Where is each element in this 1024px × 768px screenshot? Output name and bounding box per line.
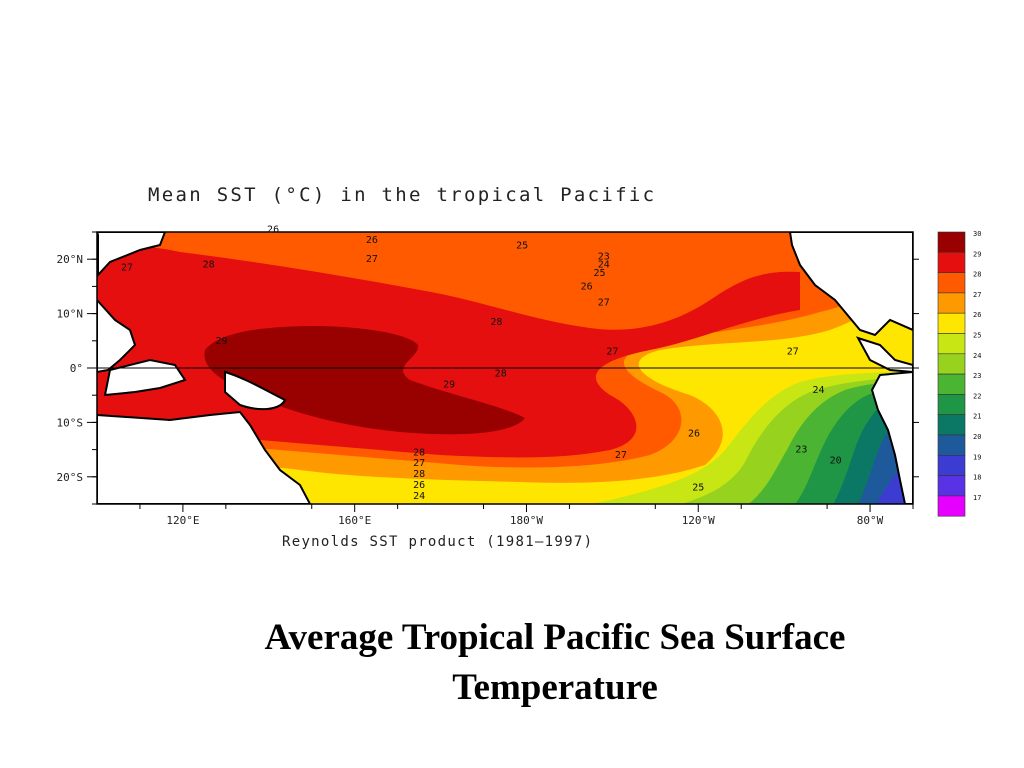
sst-color-field xyxy=(97,232,913,504)
legend-swatch xyxy=(937,333,966,355)
legend-swatch xyxy=(937,495,966,517)
land-north-america xyxy=(788,232,913,337)
legend-label: 19 xyxy=(973,453,981,461)
land-south-america xyxy=(870,370,913,504)
slide-caption-line2: Temperature xyxy=(452,667,658,708)
legend-swatch xyxy=(937,414,966,436)
legend-label: 21 xyxy=(973,413,981,421)
contour-label: 25 xyxy=(593,268,605,279)
lon-tick-label: 180°W xyxy=(510,514,543,527)
legend-swatch xyxy=(937,475,966,497)
land-australia xyxy=(97,410,312,504)
contour-label: 28 xyxy=(495,368,507,379)
contour-label: 27 xyxy=(606,347,618,358)
color-legend: 30 29 28 27 26 25 24 23 22 21 20 19 18 17 xyxy=(937,230,981,517)
map-title: Mean SST (°C) in the tropical Pacific xyxy=(148,184,657,206)
contour-label: 29 xyxy=(216,336,228,347)
contour-label: 29 xyxy=(443,379,455,390)
contour-label: 25 xyxy=(516,241,528,252)
contour-label: 26 xyxy=(688,428,700,439)
legend-label: 28 xyxy=(973,271,981,279)
contour-label: 27 xyxy=(598,298,610,309)
legend-label: 30 xyxy=(973,230,981,238)
contour-label: 24 xyxy=(598,260,610,271)
lon-tick-label: 80°W xyxy=(857,514,884,527)
contour-label: 27 xyxy=(121,262,133,273)
legend-label: 29 xyxy=(973,250,981,258)
contour-label: 25 xyxy=(692,483,704,494)
legend-swatch xyxy=(937,292,966,314)
legend-label: 20 xyxy=(973,433,981,441)
legend-swatch xyxy=(937,394,966,415)
lat-tick-label: 10°S xyxy=(57,416,84,429)
legend-label: 18 xyxy=(973,474,981,482)
legend-swatch xyxy=(937,272,966,294)
contour-label: 28 xyxy=(413,469,425,480)
source-caption: Reynolds SST product (1981–1997) xyxy=(282,534,594,550)
contour-label: 23 xyxy=(795,445,807,456)
contour-label: 24 xyxy=(812,385,824,396)
contour-label: 26 xyxy=(413,480,425,491)
contour-label: 23 xyxy=(598,251,610,262)
lon-tick-label: 160°E xyxy=(338,514,371,527)
contour-label: 26 xyxy=(581,281,593,292)
land-central-america xyxy=(855,336,913,374)
contour-label: 27 xyxy=(787,347,799,358)
contour-label: 28 xyxy=(413,447,425,458)
land-masses xyxy=(97,232,913,504)
sst-band-30 xyxy=(204,326,526,435)
legend-label: 24 xyxy=(973,352,981,360)
legend-label: 22 xyxy=(973,392,981,400)
legend-swatch xyxy=(937,454,966,476)
slide-caption: Average Tropical Pacific Sea Surface Tem… xyxy=(150,613,960,713)
land-asia xyxy=(97,232,167,278)
contour-label: 24 xyxy=(413,491,425,502)
lat-tick-label: 20°N xyxy=(57,253,84,266)
land-indochina xyxy=(97,298,137,374)
legend-swatch xyxy=(937,312,966,334)
contour-label: 20 xyxy=(830,455,842,466)
contour-label: 26 xyxy=(267,224,279,235)
lat-tick-label: 10°N xyxy=(57,308,84,321)
lat-tick-label: 0° xyxy=(70,362,83,375)
lon-tick-label: 120°E xyxy=(166,514,199,527)
slide-caption-line1: Average Tropical Pacific Sea Surface xyxy=(264,617,846,658)
lon-tick-label: 120°W xyxy=(682,514,715,527)
contour-label: 28 xyxy=(203,260,215,271)
land-new-guinea xyxy=(224,370,287,411)
legend-swatch xyxy=(937,434,966,456)
legend-label: 23 xyxy=(973,372,981,380)
legend-label: 26 xyxy=(973,311,981,319)
contour-label: 28 xyxy=(490,317,502,328)
contour-label: 27 xyxy=(366,254,378,265)
legend-label: 27 xyxy=(973,291,981,299)
lat-tick-label: 20°S xyxy=(57,471,84,484)
legend-swatch xyxy=(937,373,966,395)
legend-label: 17 xyxy=(973,494,981,502)
legend-swatch xyxy=(937,353,966,375)
legend-swatch xyxy=(937,231,966,253)
contour-label: 26 xyxy=(366,235,378,246)
contour-label: 27 xyxy=(413,458,425,469)
map-axes: 20°N 10°N 0° 10°S 20°S 120°E 160°E 180°W 120°W 80… xyxy=(57,231,919,527)
legend-swatch xyxy=(937,252,966,273)
contour-label: 27 xyxy=(615,450,627,461)
legend-label: 25 xyxy=(973,332,981,340)
land-indonesia xyxy=(103,358,187,397)
